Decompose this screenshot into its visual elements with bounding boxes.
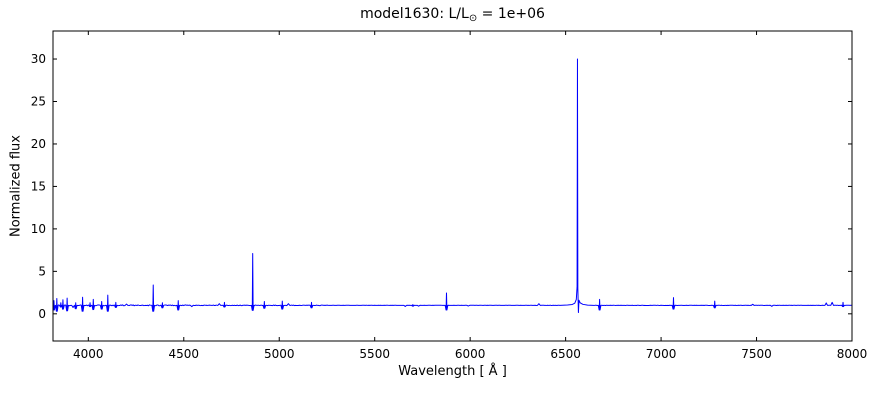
solar-symbol: ⊙ [468,13,478,24]
x-tick-label: 5000 [264,347,295,361]
plot-title: model1630: L/L⊙ = 1e+06 [53,6,852,24]
x-tick-label: 8000 [837,347,868,361]
title-prefix: model1630: L/L [360,6,469,22]
spectrum-line [52,58,853,314]
y-axis-label: Normalized flux [8,135,24,237]
title-suffix: = 1e+06 [477,6,545,22]
y-tick-label: 5 [38,264,46,278]
y-tick-label: 10 [31,222,46,236]
x-tick-label: 7000 [646,347,677,361]
y-tick-label: 25 [31,94,46,108]
x-tick-label: 6500 [550,347,581,361]
y-tick-label: 30 [31,52,46,66]
x-tick-label: 7500 [741,347,772,361]
x-axis-label: Wavelength [ Å ] [398,364,507,379]
plot-border [52,30,853,342]
y-tick-label: 20 [31,137,46,151]
x-tick-label: 4500 [169,347,200,361]
x-tick-label: 6000 [455,347,486,361]
x-tick-label: 5500 [359,347,390,361]
x-tick-label: 4000 [73,347,104,361]
y-tick-label: 0 [38,307,46,321]
y-tick-label: 15 [31,179,46,193]
